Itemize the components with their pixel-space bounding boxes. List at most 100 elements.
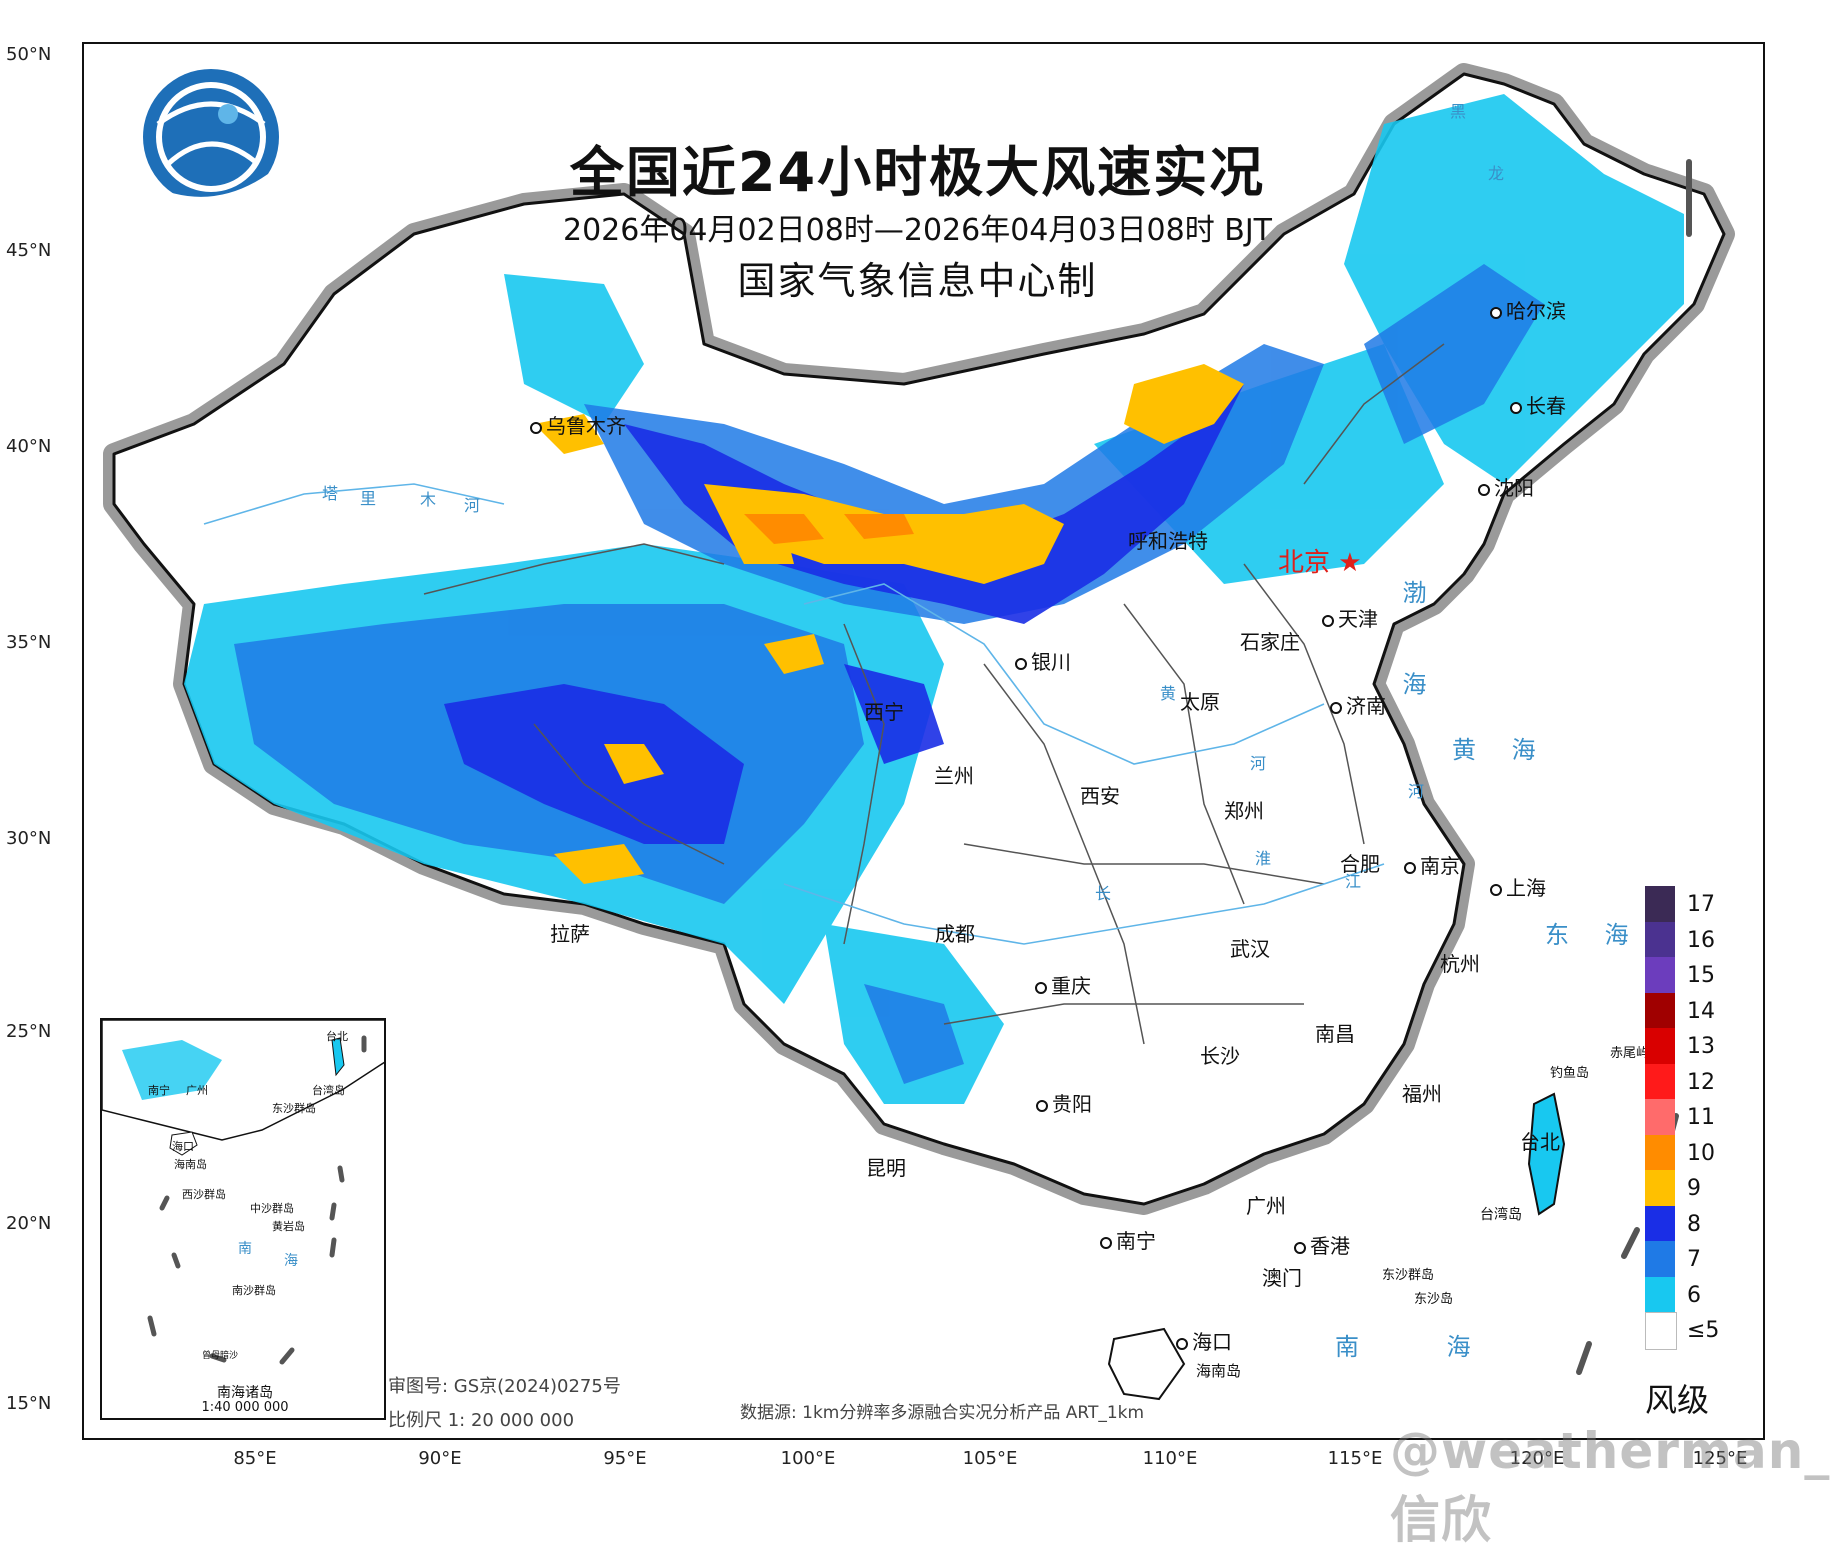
- legend-item: 12: [1645, 1063, 1755, 1099]
- legend-swatch: [1645, 1063, 1675, 1099]
- city-wuhan: 武汉: [1230, 937, 1270, 961]
- city-nanning: 南宁: [1100, 1225, 1156, 1254]
- legend-item: 15: [1645, 957, 1755, 993]
- legend-item: 14: [1645, 992, 1755, 1028]
- river-tarim-2: 里: [360, 489, 377, 508]
- city-haikou: 海口: [1176, 1326, 1232, 1355]
- city-lhasa: 拉萨: [550, 922, 590, 946]
- river-heilong-2: 龙: [1488, 164, 1505, 183]
- river-tarim-4: 河: [464, 496, 481, 515]
- city-hangzhou: 杭州: [1440, 952, 1480, 976]
- legend-item: 9: [1645, 1170, 1755, 1206]
- river-huai-he: 河: [1408, 782, 1425, 801]
- city-zhengzhou: 郑州: [1224, 799, 1264, 823]
- lat-label-35: 35°N: [6, 632, 52, 653]
- city-hohhot: 呼和浩特: [1128, 529, 1208, 553]
- legend-label: 13: [1687, 1034, 1715, 1059]
- cma-logo: [138, 69, 279, 210]
- legend-item: 11: [1645, 1099, 1755, 1135]
- map-scale: 比例尺 1: 20 000 000: [388, 1410, 575, 1431]
- city-hefei: 合肥: [1340, 852, 1380, 876]
- legend-swatch: [1645, 886, 1675, 922]
- legend-label: 12: [1687, 1069, 1715, 1095]
- legend-item: 8: [1645, 1205, 1755, 1241]
- legend-item: 13: [1645, 1028, 1755, 1064]
- inset-hai: 海: [284, 1253, 298, 1269]
- inset-haikou: 海口: [172, 1140, 194, 1153]
- rivers: [203, 483, 1385, 945]
- legend-swatch: [1645, 1028, 1675, 1064]
- label-hainan-island: 海南岛: [1196, 1362, 1242, 1380]
- lat-label-25: 25°N: [6, 1021, 52, 1042]
- inset-scale: 1:40 000 000: [201, 1400, 289, 1415]
- inset-nansha: 南沙群岛: [232, 1284, 276, 1297]
- legend-label: 16: [1687, 927, 1715, 953]
- legend-label: 6: [1687, 1282, 1701, 1308]
- city-shijiazhuang: 石家庄: [1240, 630, 1300, 654]
- lat-label-30: 30°N: [6, 828, 52, 849]
- hainan-island: [1107, 1327, 1186, 1401]
- label-taiwan-island: 台湾岛: [1480, 1207, 1522, 1223]
- lon-label-85: 85°E: [233, 1448, 277, 1469]
- legend-swatch: [1645, 1205, 1675, 1241]
- lat-label-20: 20°N: [6, 1213, 52, 1234]
- legend-label: ≤5: [1687, 1318, 1720, 1343]
- city-jinan: 济南: [1330, 690, 1386, 719]
- inset-dongsha: 东沙群岛: [272, 1102, 316, 1115]
- legend-label: 15: [1687, 963, 1715, 988]
- city-taiyuan: 太原: [1180, 690, 1220, 714]
- legend-swatch: [1645, 1276, 1675, 1312]
- river-tarim-1: 塔: [322, 484, 339, 503]
- inset-zengmu: 曾母暗沙: [202, 1351, 239, 1361]
- city-hongkong: 香港: [1294, 1230, 1350, 1259]
- city-nanchang: 南昌: [1315, 1022, 1355, 1046]
- city-shanghai: 上海: [1490, 872, 1546, 901]
- inset-guangzhou: 广州: [186, 1084, 208, 1097]
- city-macau: 澳门: [1262, 1266, 1302, 1290]
- label-chiwei: 赤尾屿: [1610, 1046, 1650, 1061]
- legend-item: 17: [1645, 886, 1755, 922]
- watermark: @weatherman_信欣: [1390, 1422, 1831, 1549]
- city-tianjin: 天津: [1322, 603, 1378, 632]
- city-fuzhou: 福州: [1402, 1082, 1442, 1106]
- legend-swatch: [1645, 921, 1675, 957]
- city-yinchuan: 银川: [1015, 646, 1071, 675]
- sea-yellow: 黄 海: [1452, 736, 1550, 764]
- city-chengdu: 成都: [935, 922, 975, 946]
- city-beijing: 北京 ★: [1278, 548, 1362, 578]
- legend-label: 10: [1687, 1140, 1715, 1166]
- city-shenyang: 沈阳: [1478, 472, 1534, 501]
- lon-label-90: 90°E: [418, 1448, 462, 1469]
- city-changchun: 长春: [1510, 390, 1566, 419]
- inset-nan: 南: [238, 1241, 252, 1257]
- taiwan-island: [1527, 1092, 1566, 1216]
- legend-swatch: [1645, 1134, 1675, 1170]
- legend-label: 17: [1687, 892, 1715, 917]
- legend-label: 9: [1687, 1176, 1701, 1201]
- city-kunming: 昆明: [866, 1156, 906, 1180]
- map-title: 全国近24小时极大风速实况: [569, 141, 1266, 204]
- legend-item: 10: [1645, 1134, 1755, 1170]
- lon-label-125: 125°E: [1692, 1448, 1748, 1469]
- city-urumqi: 乌鲁木齐: [530, 410, 626, 439]
- inset-taipei: 台北: [326, 1030, 348, 1043]
- city-chongqing: 重庆: [1035, 970, 1091, 999]
- label-dongsha-islands: 东沙群岛: [1382, 1268, 1435, 1283]
- lon-label-95: 95°E: [603, 1448, 647, 1469]
- legend-swatch: [1645, 1099, 1675, 1135]
- legend-label: 7: [1687, 1247, 1701, 1272]
- lon-label-115: 115°E: [1327, 1448, 1383, 1469]
- legend-item: 6: [1645, 1276, 1755, 1312]
- label-diaoyu: 钓鱼岛: [1550, 1066, 1590, 1081]
- sea-east: 东 海: [1545, 921, 1643, 949]
- legend-swatch: [1645, 992, 1675, 1028]
- legend-label: 11: [1687, 1105, 1715, 1130]
- inset-title: 南海诸岛: [217, 1385, 273, 1401]
- label-dongsha-island: 东沙岛: [1414, 1292, 1454, 1307]
- legend-title: 风级: [1645, 1381, 1710, 1419]
- city-xining: 西宁: [864, 700, 904, 724]
- inset-huangyan: 黄岩岛: [272, 1220, 305, 1233]
- wind-scale-legend: 17 16 15 14 13 12 11 10 9 8 7 6 ≤5: [1645, 886, 1755, 1350]
- legend-swatch: [1645, 957, 1675, 993]
- lat-label-40: 40°N: [6, 436, 52, 457]
